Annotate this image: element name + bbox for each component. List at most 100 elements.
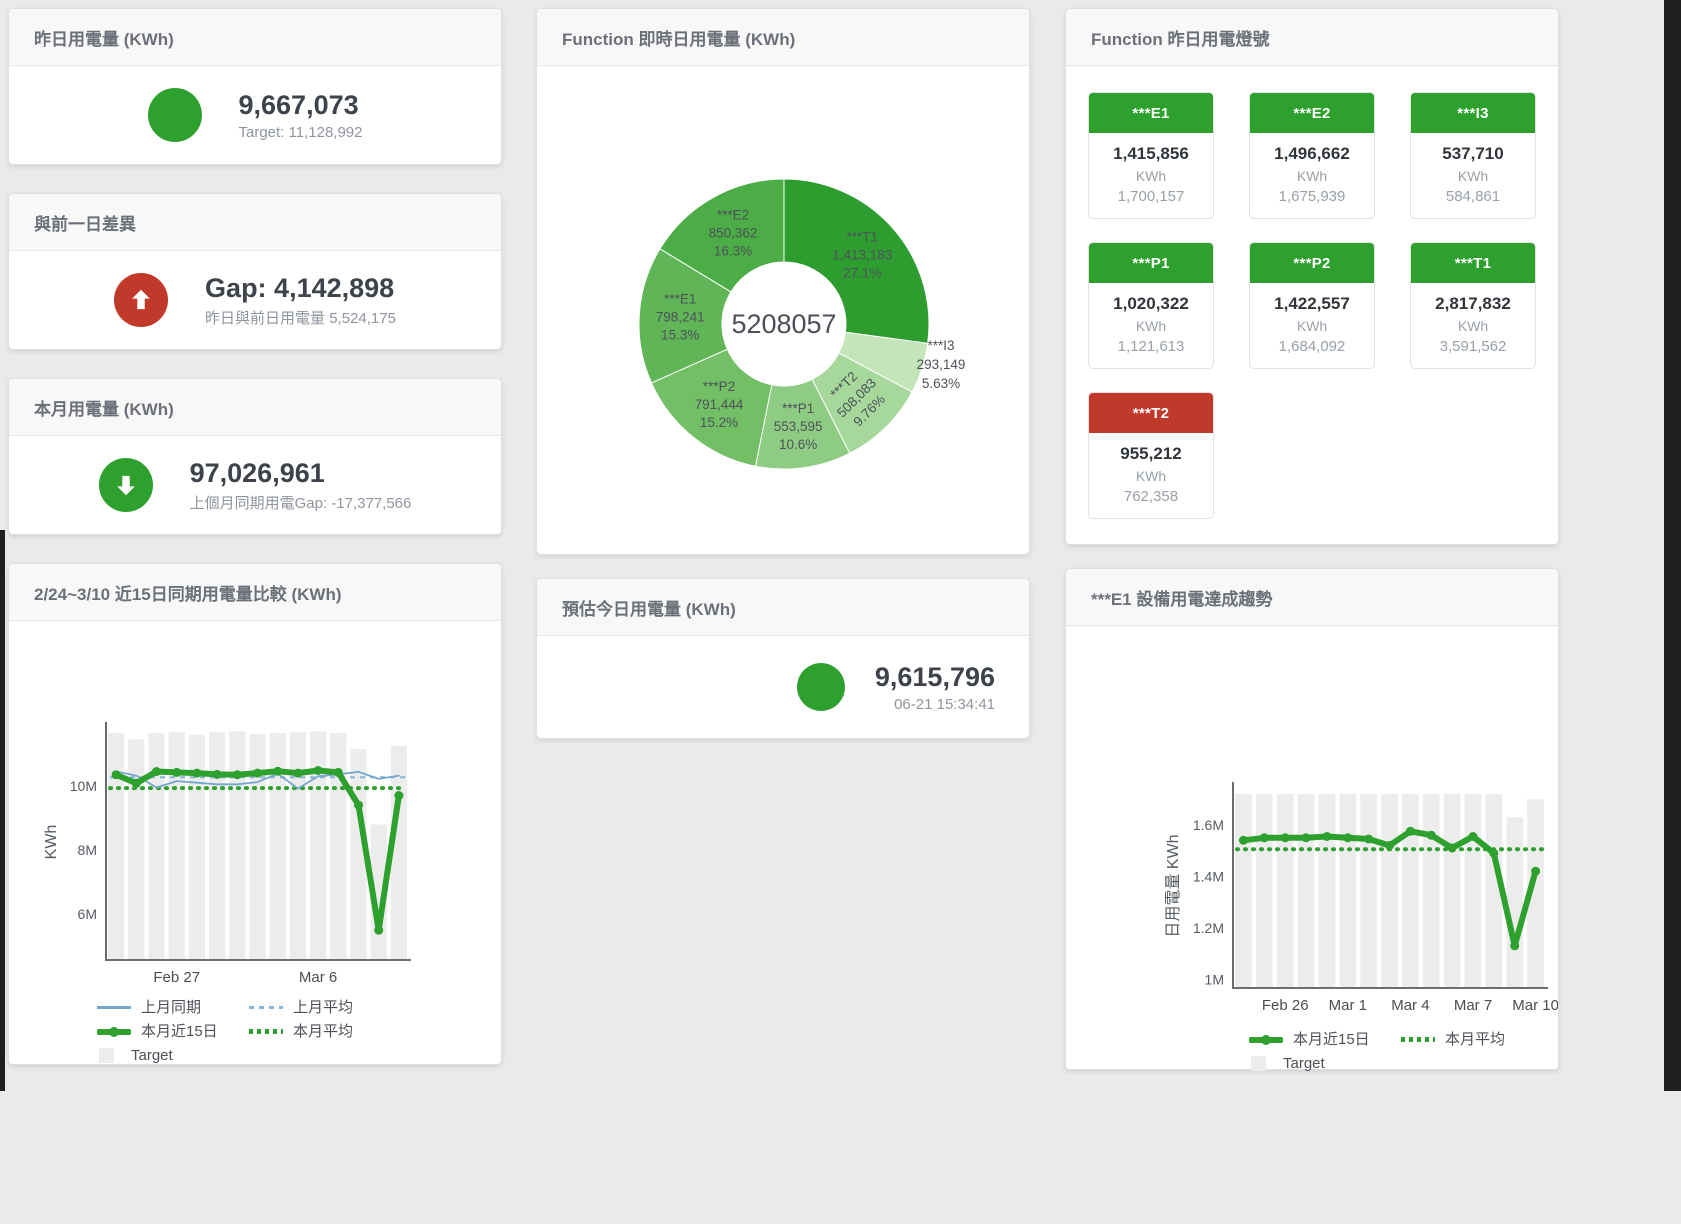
card-yesterday-lights: Function 昨日用電燈號 ***E1 1,415,856 KWh 1,700,1… [1065,8,1559,545]
series-point [1468,832,1478,841]
status-circle-green [98,458,153,512]
series-point [192,768,202,778]
series-point [253,768,262,778]
y-axis-label: 日用電量 KWh [1165,834,1182,937]
legend-item-sq[interactable]: Target [97,1048,249,1063]
light-tile-status-header: ***E1 [1089,93,1213,133]
light-tile-status-header: ***E2 [1250,93,1374,133]
series-point [1301,833,1311,843]
legend-swatch-line-green [1249,1034,1283,1045]
target-bar [1527,799,1544,987]
target-bar [148,733,165,959]
light-tile-unit: KWh [1457,168,1489,184]
series-point [1238,835,1248,845]
combo-chart-svg: 1M 1.2M 1.4M 1.6M Feb 26 Mar 1 Mar 4 Mar 7 Mar 1… [1165,782,1559,1014]
estimate-value: 9,615,796 [874,661,995,692]
target-bar [370,824,387,959]
legend-swatch-sq [99,1048,114,1063]
light-tile-status-header: ***T2 [1089,393,1213,433]
donut-slice-***E2[interactable] [659,178,785,293]
legend-item-dot-green[interactable]: 本月平均 [249,1024,401,1039]
compare-chart-legend: 上月同期 上月平均 本月近15日 本月平均 Target [97,1000,437,1072]
svg-text:1,413,183: 1,413,183 [832,248,892,263]
series-line-line-blue [115,770,400,790]
legend-swatch-line-green [97,1026,131,1037]
y-axis-label: KWh [43,825,60,860]
series-point [152,767,161,776]
combo-chart-svg: 6M 8M 10M Feb 27 Mar 6 KWh [43,722,411,986]
legend-item-sq[interactable]: Target [1249,1056,1401,1071]
svg-text:***P1: ***P1 [782,401,814,416]
light-tile-target: 3,591,562 [1439,338,1507,355]
arrow-up-icon [132,289,150,310]
light-tile-***P2: ***P2 1,422,557 KWh 1,684,092 [1249,242,1375,369]
target-bar [310,731,327,959]
target-bar [1443,794,1461,987]
light-tile-value: 2,817,832 [1435,294,1511,313]
svg-text:553,595: 553,595 [774,419,823,434]
card-realtime-donut: Function 即時日用電量 (KWh) ***T1 1,413,183 27.1… [536,8,1030,555]
light-tile-body: 537,710 KWh 584,861 [1411,133,1535,218]
status-circle-green [796,663,845,711]
light-tile-body: 1,496,662 KWh 1,675,939 [1250,133,1374,218]
card-title: Function 即時日用電量 (KWh) [537,9,1029,66]
series-point [212,769,222,779]
light-tile-unit: KWh [1135,168,1167,184]
light-tile-target: 1,121,613 [1117,338,1185,355]
legend-label: Target [1283,1055,1325,1072]
x-tick-label: Feb 27 [153,969,200,986]
svg-text:850,362: 850,362 [709,225,758,240]
light-tile-body: 2,817,832 KWh 3,591,562 [1411,283,1535,368]
donut-slice-***T1[interactable] [783,178,930,344]
series-point [1531,866,1541,876]
light-tile-unit: KWh [1296,168,1328,184]
month-usage-value: 97,026,961 [189,457,325,488]
light-tile-target: 584,861 [1445,188,1501,205]
legend-item-line-green[interactable]: 本月近15日 [97,1024,249,1039]
y-tick-label: 8M [78,842,97,858]
target-bar [168,732,185,959]
legend-label: Target [131,1047,173,1064]
card-title: 本月用電量 (KWh) [9,379,501,436]
target-bar [229,731,246,959]
x-tick-label: Feb 26 [1262,997,1309,1014]
yesterday-usage-target: Target: 11,128,992 [238,124,363,142]
target-bar [1339,794,1357,987]
legend-label: 本月平均 [1445,1031,1506,1048]
series-point [1489,848,1499,858]
x-tick-label: Mar 4 [1391,997,1429,1014]
svg-text:***T1: ***T1 [847,230,879,245]
legend-swatch-dot-green [249,1029,283,1034]
legend-label: 本月近15日 [1293,1031,1370,1048]
light-tile-body: 955,212 KWh 762,358 [1089,433,1213,518]
y-tick-label: 1.4M [1193,868,1224,884]
legend-swatch-sq [1251,1056,1266,1071]
light-tile-status-header: ***T1 [1411,243,1535,283]
legend-item-dot-green[interactable]: 本月平均 [1401,1032,1553,1047]
light-tile-target: 1,700,157 [1117,188,1185,205]
series-point [1405,826,1415,836]
donut-center-value: 5208057 [731,309,836,339]
legend-item-line-blue[interactable]: 上月同期 [97,1000,249,1015]
light-tile-***T1: ***T1 2,817,832 KWh 3,591,562 [1410,242,1536,369]
svg-text:15.3%: 15.3% [661,327,699,342]
light-tile-status-header: ***P1 [1089,243,1213,283]
month-usage-gap: 上個月同期用電Gap: -17,377,566 [189,495,412,513]
donut-label-***P2: ***P2 791,444 15.2% [695,379,744,430]
legend-item-dash-blue[interactable]: 上月平均 [249,1000,401,1015]
estimate-timestamp: 06-21 15:34:41 [894,696,995,714]
target-bar [1360,794,1377,987]
card-title: ***E1 設備用電達成趨勢 [1066,569,1558,626]
svg-text:15.2%: 15.2% [700,415,738,430]
status-circle-red [114,273,169,327]
scrollbar[interactable] [1664,0,1681,1091]
target-bar [108,733,125,959]
card-e1-trend-chart: ***E1 設備用電達成趨勢 1M 1.2M 1.4M 1.6M Feb 26 Mar 1… [1065,568,1559,1071]
light-tile-status-header: ***I3 [1411,93,1535,133]
trend-chart-legend: 本月近15日 本月平均 Target [1249,1032,1569,1080]
series-point [394,791,404,800]
trend-chart: 1M 1.2M 1.4M 1.6M Feb 26 Mar 1 Mar 4 Mar 7 Mar 1… [1066,781,1559,1024]
target-bar [330,733,347,959]
target-bar [1235,794,1252,987]
legend-item-line-green[interactable]: 本月近15日 [1249,1032,1401,1047]
